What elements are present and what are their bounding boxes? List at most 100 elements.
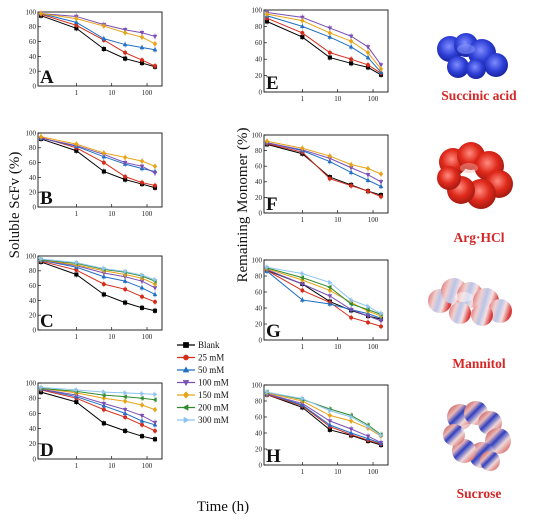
data-point: [101, 35, 107, 41]
data-point: [327, 419, 333, 424]
data-point: [39, 385, 44, 390]
x-tick-label: 10: [108, 210, 116, 218]
series-line: [40, 259, 156, 289]
data-point: [327, 287, 333, 294]
data-point: [349, 57, 354, 62]
legend-item: 25 mM: [177, 353, 224, 363]
y-tick-label: 80: [255, 23, 263, 31]
x-tick-label: 1: [75, 210, 79, 218]
y-tick-label: 80: [29, 267, 37, 275]
y-tick-label: 0: [33, 203, 37, 211]
series-100-mm: [264, 266, 384, 324]
panel-frame: [37, 11, 163, 87]
series-line: [40, 261, 156, 312]
y-tick-label: 80: [255, 397, 263, 405]
data-point: [349, 183, 354, 188]
panel-label: A: [40, 67, 54, 88]
series-line: [40, 388, 156, 426]
series-line: [40, 137, 156, 172]
data-point: [101, 23, 107, 29]
data-point: [152, 406, 158, 413]
panel-frame: [263, 134, 389, 214]
series-line: [266, 13, 382, 70]
series-line: [266, 11, 382, 66]
data-point: [378, 63, 384, 68]
y-tick-label: 0: [259, 209, 263, 217]
data-point: [365, 177, 371, 182]
y-tick-label: 100: [252, 381, 263, 389]
legend-item: 50 mM: [177, 365, 224, 375]
y-tick-label: 100: [26, 379, 37, 387]
series-blank: [264, 141, 384, 199]
panel-e: 0 20 40 60 80 100 1 10 100 E: [252, 6, 389, 103]
y-tick-label: 60: [255, 413, 263, 421]
data-point: [123, 50, 128, 55]
data-point: [139, 294, 145, 299]
data-point: [365, 307, 370, 313]
legend-marker: [182, 380, 190, 387]
panel-label: G: [266, 321, 281, 342]
x-tick-label: 100: [368, 468, 379, 476]
y-tick-label: 80: [29, 23, 37, 31]
data-point: [101, 169, 106, 174]
data-point: [378, 183, 384, 189]
data-point: [264, 11, 270, 17]
data-point: [349, 315, 354, 320]
data-point: [139, 180, 145, 185]
x-tick-label: 1: [75, 462, 79, 470]
x-tick-label: 10: [334, 216, 342, 224]
data-point: [378, 180, 384, 185]
y-tick-label: 40: [255, 56, 263, 64]
series-line: [40, 136, 156, 167]
data-point: [152, 299, 158, 304]
y-tick-label: 0: [33, 326, 37, 334]
succinic-acid-surface-icon: [437, 33, 508, 79]
series-50-mm: [264, 12, 384, 76]
data-point: [349, 297, 354, 303]
series-blank: [38, 12, 158, 70]
data-point: [152, 428, 158, 433]
data-point: [348, 301, 353, 307]
series-line: [40, 387, 156, 411]
series-line: [40, 260, 156, 303]
series-line: [266, 15, 382, 73]
data-point: [300, 145, 305, 151]
data-point: [328, 408, 333, 414]
legend-label: 200 mM: [198, 403, 229, 413]
data-point: [152, 291, 158, 297]
series-100-mm: [38, 135, 158, 176]
x-tick-label: 100: [142, 462, 153, 470]
panel-label: F: [266, 194, 278, 215]
data-point: [378, 440, 384, 446]
y-tick-label: 100: [26, 252, 37, 260]
data-point: [152, 63, 158, 69]
y-tick-label: 80: [29, 144, 37, 152]
data-point: [265, 264, 270, 270]
data-point: [348, 38, 354, 44]
series-100-mm: [264, 9, 384, 68]
data-point: [139, 402, 145, 408]
data-point: [101, 421, 106, 426]
data-point: [122, 41, 128, 47]
data-point: [139, 434, 145, 439]
molecule-name: Arg·HCl: [454, 230, 505, 245]
series-line: [40, 12, 156, 51]
data-point: [139, 418, 145, 423]
data-point: [366, 424, 371, 430]
data-point: [123, 56, 128, 61]
x-tick-label: 1: [301, 468, 305, 476]
data-point: [122, 29, 128, 36]
panel-frame: [37, 255, 163, 331]
data-point: [366, 303, 371, 309]
series-150-mm: [264, 11, 384, 73]
data-point: [140, 272, 145, 278]
data-point: [139, 305, 145, 310]
data-point: [378, 66, 384, 72]
data-point: [300, 271, 306, 277]
series-line: [266, 266, 382, 315]
series-25-mm: [264, 391, 384, 448]
data-point: [348, 430, 354, 435]
series-line: [266, 267, 382, 315]
x-tick-label: 10: [108, 89, 116, 97]
series-line: [266, 270, 382, 319]
